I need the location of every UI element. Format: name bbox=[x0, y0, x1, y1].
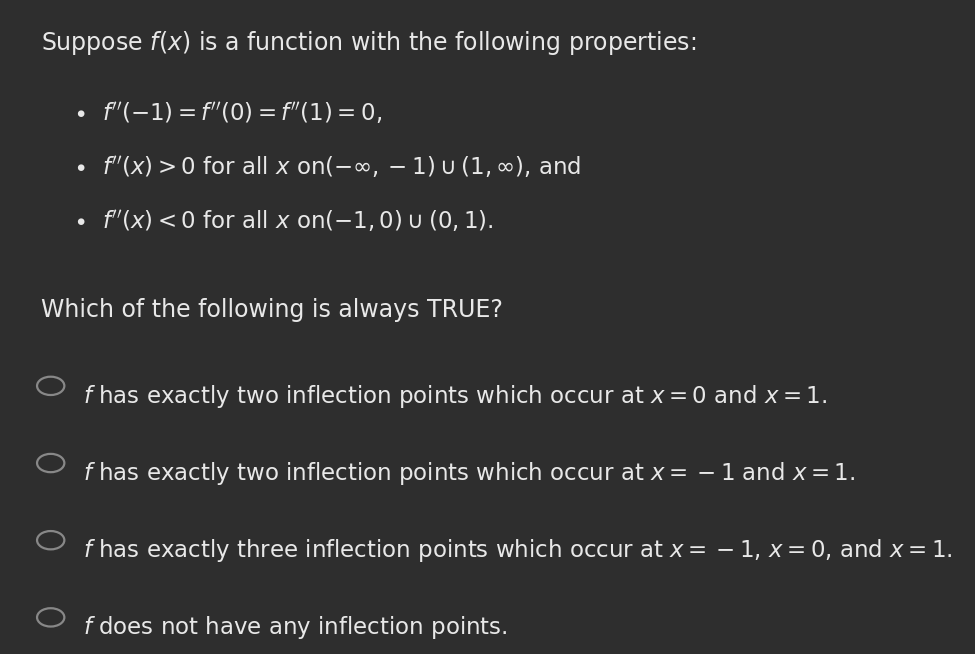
Text: Which of the following is always TRUE?: Which of the following is always TRUE? bbox=[41, 298, 503, 322]
Text: $f$ has exactly two inflection points which occur at $x = -1$ and $x = 1.$: $f$ has exactly two inflection points wh… bbox=[83, 460, 855, 487]
Text: Suppose $f(x)$ is a function with the following properties:: Suppose $f(x)$ is a function with the fo… bbox=[41, 29, 696, 58]
Text: $\bullet$: $\bullet$ bbox=[73, 101, 86, 124]
Text: $f''(x) < 0$ for all $x$ on$(-1, 0) \cup (0, 1)$.: $f''(x) < 0$ for all $x$ on$(-1, 0) \cup… bbox=[102, 209, 494, 235]
Text: $f''(-1) = f''(0) = f''(1) = 0,$: $f''(-1) = f''(0) = f''(1) = 0,$ bbox=[102, 101, 382, 128]
Text: $f''(x) > 0$ for all $x$ on$(-\infty, -1) \cup (1, \infty)$, and: $f''(x) > 0$ for all $x$ on$(-\infty, -1… bbox=[102, 155, 582, 181]
Text: $f$ does not have any inflection points.: $f$ does not have any inflection points. bbox=[83, 614, 508, 641]
Text: $\bullet$: $\bullet$ bbox=[73, 209, 86, 232]
Text: $\bullet$: $\bullet$ bbox=[73, 155, 86, 178]
Text: $f$ has exactly two inflection points which occur at $x = 0$ and $x = 1.$: $f$ has exactly two inflection points wh… bbox=[83, 383, 827, 409]
Text: $f$ has exactly three inflection points which occur at $x = -1$, $x = 0$, and $x: $f$ has exactly three inflection points … bbox=[83, 537, 953, 564]
